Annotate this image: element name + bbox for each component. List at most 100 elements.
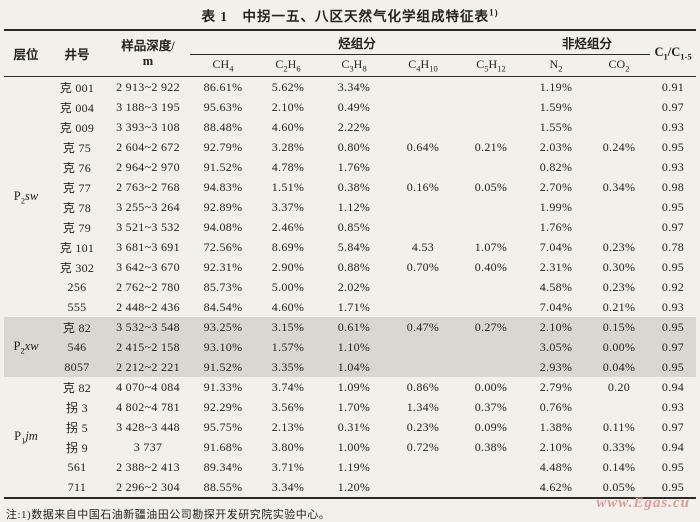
- header-c5h12: C5H12: [476, 57, 506, 74]
- c2h6-cell: 3.28%: [271, 139, 305, 154]
- header-well: 井号: [64, 48, 90, 62]
- depth-cell: 3 393~3 108: [116, 119, 180, 134]
- depth-cell: 3 188~3 195: [116, 99, 180, 114]
- ch4-cell: 92.79%: [203, 139, 243, 154]
- c2h6-cell: 1.51%: [271, 179, 305, 194]
- ratio-cell: 0.92: [661, 279, 685, 294]
- n2-cell: 1.19%: [539, 79, 573, 94]
- c3h8-cell: 0.80%: [337, 139, 371, 154]
- c5h12-cell: [458, 297, 524, 317]
- well-cell: 256: [67, 279, 87, 294]
- c5h12-cell: [458, 477, 524, 498]
- ch4-cell: 93.25%: [203, 319, 243, 334]
- ch4-cell: 95.75%: [203, 419, 243, 434]
- co2-cell: 0.30%: [602, 259, 636, 274]
- header-ratio: C1/C1-5: [654, 45, 692, 62]
- ratio-cell: 0.91: [661, 79, 685, 94]
- ch4-cell: 88.48%: [203, 119, 243, 134]
- n2-cell: 2.10%: [539, 439, 573, 454]
- table-row: 拐 3 4 802~4 781 92.29% 3.56% 1.70% 1.34% 0.37%…: [4, 397, 696, 417]
- c3h8-cell: 1.04%: [337, 359, 371, 374]
- ch4-cell: 85.73%: [203, 279, 243, 294]
- n2-cell: 3.05%: [539, 339, 573, 354]
- co2-cell: 0.23%: [602, 239, 636, 254]
- well-cell: 8057: [64, 359, 90, 374]
- table-row: 克 76 2 964~2 970 91.52% 4.78% 1.76% 0.82% 0.93: [4, 157, 696, 177]
- c4h10-cell: 0.86%: [406, 379, 440, 394]
- c5h12-cell: [458, 357, 524, 377]
- header-non-hydrocarbon-group: 非烃组分: [524, 30, 651, 55]
- table-row: 克 302 3 642~3 670 92.31% 2.90% 0.88% 0.70% 0.4…: [4, 257, 696, 277]
- ch4-cell: 91.68%: [203, 439, 243, 454]
- co2-cell: 0.33%: [602, 439, 636, 454]
- n2-cell: 1.59%: [539, 99, 573, 114]
- c2h6-cell: 4.60%: [271, 299, 305, 314]
- depth-cell: 2 913~2 922: [116, 79, 180, 94]
- depth-cell: 3 521~3 532: [116, 219, 180, 234]
- c3h8-cell: 0.85%: [337, 219, 371, 234]
- well-cell: 561: [67, 459, 87, 474]
- c3h8-cell: 1.12%: [337, 199, 371, 214]
- co2-cell: [588, 117, 650, 137]
- c2h6-cell: 2.10%: [271, 99, 305, 114]
- depth-cell: 2 415~2 158: [116, 339, 180, 354]
- n2-cell: 2.93%: [539, 359, 573, 374]
- ch4-cell: 92.89%: [203, 199, 243, 214]
- c2h6-cell: 3.15%: [271, 319, 305, 334]
- ratio-cell: 0.93: [661, 159, 685, 174]
- c4h10-cell: 1.34%: [406, 399, 440, 414]
- c4h10-cell: [388, 337, 458, 357]
- co2-cell: 0.00%: [602, 339, 636, 354]
- c5h12-cell: [458, 97, 524, 117]
- co2-cell: [588, 77, 650, 98]
- c5h12-cell: 0.00%: [474, 379, 508, 394]
- c2h6-cell: 2.90%: [271, 259, 305, 274]
- c2h6-cell: 3.56%: [271, 399, 305, 414]
- c5h12-cell: 0.21%: [474, 139, 508, 154]
- co2-cell: [588, 217, 650, 237]
- c4h10-cell: [388, 97, 458, 117]
- c3h8-cell: 2.22%: [337, 119, 371, 134]
- c5h12-cell: [458, 77, 524, 98]
- table-header: 层位 井号 样品深度/ m 烃组分 非烃组分 C1/C1-5 CH4 C2H6 …: [3, 30, 697, 77]
- ch4-cell: 94.08%: [203, 219, 243, 234]
- table-row: P2xw 克 82 3 532~3 548 93.25% 3.15% 0.61% 0.47%…: [3, 317, 697, 355]
- ch4-cell: 91.33%: [203, 379, 243, 394]
- table-row: 拐 9 3 737 91.68% 3.80% 1.00% 0.72% 0.38% 2.10% 0…: [4, 437, 696, 457]
- table-row: 拐 5 3 428~3 448 95.75% 2.13% 0.31% 0.23% 0.09%…: [4, 417, 696, 437]
- c3h8-cell: 1.70%: [337, 399, 371, 414]
- c2h6-cell: 4.60%: [271, 119, 305, 134]
- c2h6-cell: 8.69%: [271, 239, 305, 254]
- ratio-cell: 0.97: [661, 419, 685, 434]
- c5h12-cell: [458, 217, 524, 237]
- depth-cell: 3 532~3 548: [116, 319, 180, 334]
- c4h10-cell: 0.64%: [406, 139, 440, 154]
- header-depth: 样品深度/ m: [121, 39, 175, 68]
- co2-cell: 0.15%: [602, 319, 636, 334]
- co2-cell: 0.05%: [602, 479, 636, 494]
- c3h8-cell: 0.31%: [337, 419, 371, 434]
- c5h12-cell: 0.09%: [474, 419, 508, 434]
- c2h6-cell: 5.00%: [271, 279, 305, 294]
- depth-cell: 2 964~2 970: [116, 159, 180, 174]
- n2-cell: 1.99%: [539, 199, 573, 214]
- ratio-cell: 0.78: [661, 239, 685, 254]
- ratio-cell: 0.95: [661, 459, 685, 474]
- c4h10-cell: [388, 77, 458, 98]
- depth-cell: 2 604~2 672: [116, 139, 180, 154]
- c5h12-cell: [458, 337, 524, 357]
- ch4-cell: 92.29%: [203, 399, 243, 414]
- table-row: 546 2 415~2 158 93.10% 1.57% 1.10% 3.05% 0.00%…: [3, 337, 697, 357]
- c4h10-cell: [388, 457, 458, 477]
- well-cell: 克 78: [62, 200, 92, 215]
- n2-cell: 7.04%: [539, 239, 573, 254]
- c2h6-cell: 1.57%: [271, 339, 305, 354]
- c5h12-cell: [458, 457, 524, 477]
- depth-cell: 3 737: [133, 439, 163, 454]
- c5h12-cell: [458, 277, 524, 297]
- ch4-cell: 86.61%: [203, 79, 243, 94]
- table-row: 8057 2 212~2 221 91.52% 3.35% 1.04% 2.93% 0.04…: [3, 357, 697, 377]
- c4h10-cell: [388, 117, 458, 137]
- n2-cell: 2.79%: [539, 379, 573, 394]
- depth-cell: 3 428~3 448: [116, 419, 180, 434]
